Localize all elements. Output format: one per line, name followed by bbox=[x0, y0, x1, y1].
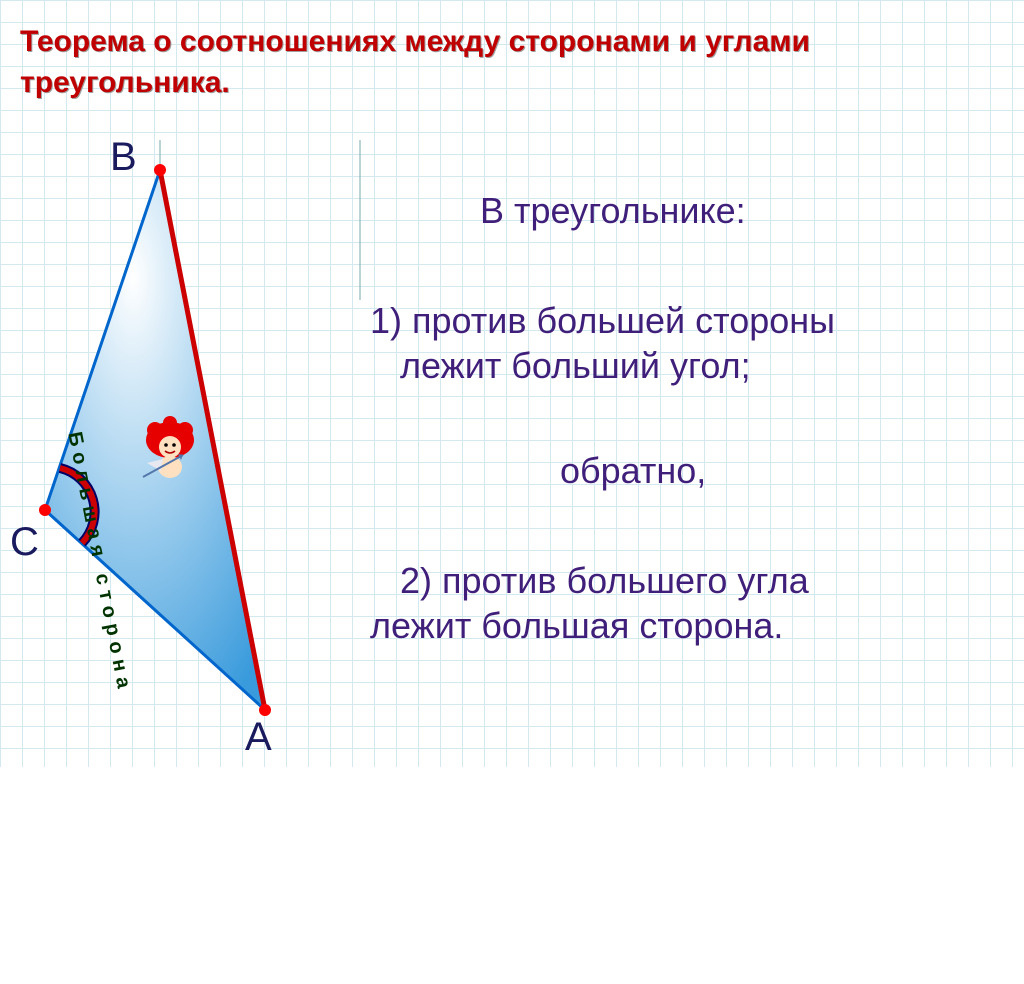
rule-2-line-1: 2) против большего угла bbox=[400, 560, 809, 602]
vertex-c-dot bbox=[39, 504, 51, 516]
triangle-diagram: В С А Большая сторона bbox=[10, 140, 370, 740]
cupid-wing bbox=[147, 459, 163, 471]
rule-1-line-1: 1) против большей стороны bbox=[370, 300, 835, 342]
cupid-icon bbox=[135, 415, 205, 485]
conversely-label: обратно, bbox=[560, 450, 706, 492]
title-text: Теорема о соотношениях между сторонами и… bbox=[20, 25, 810, 99]
vertex-b-dot bbox=[154, 164, 166, 176]
cupid-face bbox=[159, 436, 181, 458]
subtitle: В треугольнике: bbox=[480, 190, 746, 232]
theorem-title: Теорема о соотношениях между сторонами и… bbox=[20, 22, 1004, 103]
vertex-a-label: А bbox=[245, 715, 272, 760]
vertex-c-label: С bbox=[10, 520, 39, 565]
rule-2-line-2: лежит большая сторона. bbox=[370, 605, 783, 647]
rule-1-line-2: лежит больший угол; bbox=[400, 345, 751, 387]
vertex-b-label: В bbox=[110, 135, 137, 180]
